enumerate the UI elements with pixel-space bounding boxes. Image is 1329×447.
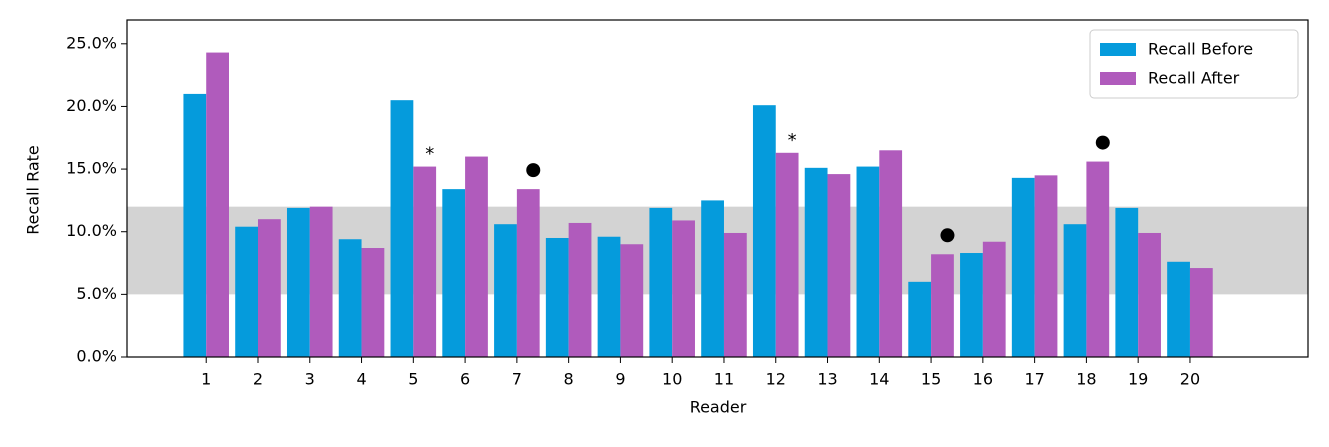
bar: [206, 52, 229, 358]
x-tick-label: 14: [869, 370, 889, 389]
x-tick-label: 12: [766, 370, 786, 389]
x-tick-label: 20: [1180, 370, 1200, 389]
bar: [804, 167, 828, 357]
bar: [1011, 177, 1035, 357]
x-tick-label: 3: [305, 370, 315, 389]
x-tick-label: 11: [714, 370, 734, 389]
legend-box: [1089, 29, 1299, 99]
y-tick-label: 25.0%: [66, 33, 117, 52]
bar: [568, 222, 592, 357]
x-tick-label: 17: [1024, 370, 1044, 389]
bar: [1115, 207, 1139, 357]
x-tick-label: 6: [460, 370, 470, 389]
bar: [442, 189, 466, 357]
legend-swatch: [1100, 72, 1136, 85]
bar: [494, 224, 517, 357]
bar: [338, 239, 362, 357]
x-axis-label: Reader: [690, 398, 747, 417]
bar: [752, 105, 776, 357]
bar: [908, 281, 932, 357]
bar: [183, 93, 207, 358]
bar: [413, 166, 437, 357]
bar: [1167, 261, 1190, 357]
bar: [1189, 268, 1213, 357]
legend-label: Recall Before: [1148, 40, 1253, 59]
annotation-dot: [1095, 135, 1110, 150]
x-tick-label: 7: [512, 370, 522, 389]
bar: [672, 220, 695, 357]
bar: [516, 189, 540, 357]
bar: [257, 219, 281, 357]
x-tick-label: 9: [615, 370, 625, 389]
annotation-dot: [526, 163, 541, 178]
x-tick-label: 10: [662, 370, 682, 389]
y-tick-label: 10.0%: [66, 221, 117, 240]
bar: [1138, 232, 1161, 357]
y-tick-label: 15.0%: [66, 159, 117, 178]
x-tick-label: 5: [408, 370, 418, 389]
bar: [701, 200, 724, 357]
annotation-dot: [940, 228, 955, 243]
y-tick-label: 20.0%: [66, 96, 117, 115]
x-tick-label: 2: [253, 370, 263, 389]
bar: [390, 100, 414, 357]
y-tick-label: 5.0%: [76, 284, 117, 303]
x-tick-label: 15: [921, 370, 941, 389]
bar: [931, 254, 954, 357]
bar: [856, 166, 880, 357]
plot-frame: [126, 19, 1309, 358]
y-tick-label: 0.0%: [76, 347, 117, 366]
bar: [235, 226, 258, 357]
bar: [286, 207, 310, 357]
annotation: *: [788, 130, 797, 151]
x-tick-label: 8: [564, 370, 574, 389]
x-tick-label: 1: [201, 370, 211, 389]
bar: [960, 253, 983, 357]
x-tick-label: 19: [1128, 370, 1148, 389]
x-tick-label: 18: [1076, 370, 1096, 389]
legend-label: Recall After: [1148, 69, 1240, 88]
x-tick-label: 16: [973, 370, 993, 389]
bar: [649, 207, 673, 357]
annotation: *: [425, 144, 434, 165]
legend-swatch: [1100, 43, 1136, 56]
y-axis-label: Recall Rate: [24, 145, 43, 235]
bar: [545, 237, 569, 357]
bar: [309, 206, 333, 357]
x-tick-label: 4: [356, 370, 366, 389]
bar: [982, 241, 1006, 357]
bar: [620, 244, 644, 357]
bar: [775, 152, 799, 357]
bar: [1086, 161, 1110, 357]
bar: [1063, 224, 1087, 357]
bar: [879, 150, 903, 357]
bar: [465, 156, 488, 357]
bar: [827, 174, 851, 357]
bar: [1034, 175, 1058, 357]
bar: [597, 236, 621, 357]
bar: [723, 232, 747, 357]
x-tick-label: 13: [817, 370, 837, 389]
bar: [361, 248, 385, 357]
